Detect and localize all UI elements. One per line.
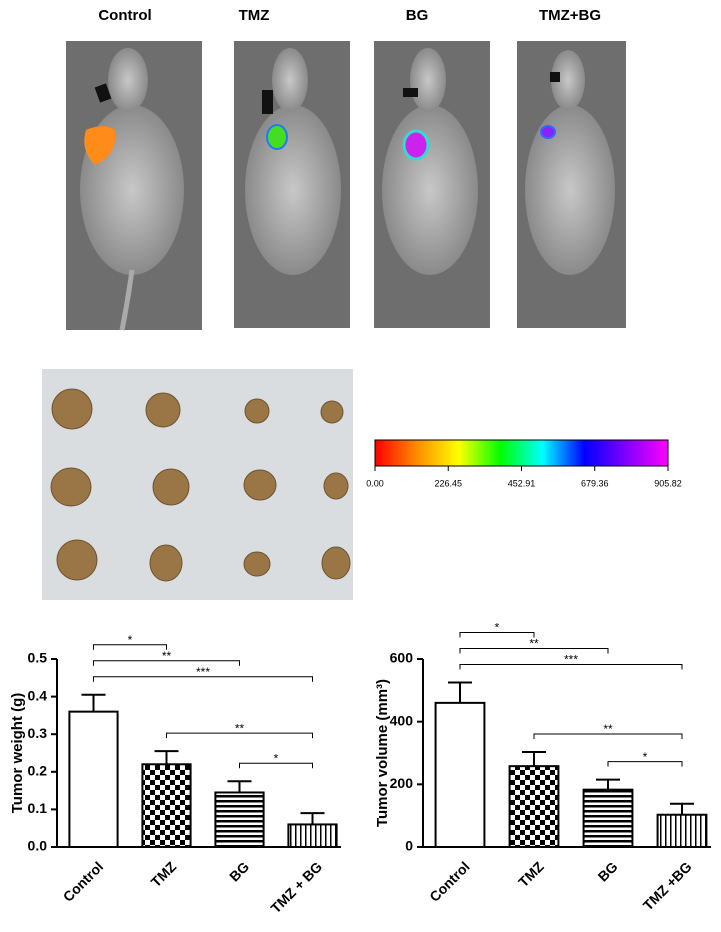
y-axis-label: Tumor volume (mm³)	[374, 679, 391, 827]
colorbar-tick-label: 679.36	[581, 478, 609, 488]
x-tick-label: TMZ	[515, 858, 547, 890]
significance-bracket	[459, 632, 535, 638]
x-tick-label: Control	[60, 858, 107, 905]
significance-label: *	[128, 633, 133, 647]
bar	[582, 788, 634, 848]
significance-label: ***	[196, 665, 210, 679]
bar	[434, 701, 486, 848]
y-tick-label: 0.0	[28, 838, 48, 854]
y-tick-label: 600	[390, 650, 414, 666]
significance-bracket	[607, 761, 683, 767]
significance-bracket	[93, 644, 167, 650]
y-tick-label: 0.3	[28, 725, 48, 741]
panel-label: BG	[406, 7, 429, 24]
colorbar-tick-label: 226.45	[434, 478, 462, 488]
y-tick-label: 0	[405, 838, 413, 854]
y-tick-label: 0.5	[28, 650, 48, 666]
mouse-image	[517, 41, 626, 328]
bar	[68, 710, 119, 849]
y-tick-label: 200	[390, 775, 414, 791]
bar	[287, 823, 338, 849]
x-tick-label: TMZ +BG	[640, 858, 695, 913]
x-tick-label: TMZ + BG	[267, 858, 325, 916]
significance-label: **	[162, 649, 172, 663]
significance-bracket	[166, 732, 313, 739]
colorbar	[374, 439, 669, 467]
significance-bracket	[93, 660, 240, 666]
bar	[656, 813, 708, 849]
significance-label: *	[495, 621, 500, 635]
bar	[141, 763, 192, 849]
significance-bracket	[93, 676, 313, 682]
significance-bracket	[239, 762, 313, 769]
colorbar-tick-label: 0.00	[366, 478, 384, 488]
x-tick-label: BG	[595, 858, 621, 884]
panel-label: TMZ+BG	[539, 7, 601, 24]
significance-label: **	[603, 722, 613, 736]
significance-bracket	[459, 648, 609, 654]
bar	[214, 791, 265, 848]
tumor-photo	[42, 369, 353, 600]
bar	[508, 765, 560, 848]
y-tick-label: 0.4	[28, 687, 48, 703]
panel-label: Control	[98, 7, 151, 24]
colorbar-tick-label: 905.82	[654, 478, 682, 488]
mouse-images	[66, 41, 626, 331]
x-tick-label: Control	[426, 858, 473, 905]
x-tick-label: BG	[226, 858, 252, 884]
y-axis-label: Tumor weight (g)	[9, 693, 26, 814]
mouse-image	[374, 41, 490, 328]
panel-label: TMZ	[239, 7, 270, 24]
x-tick-label: TMZ	[148, 858, 180, 890]
mouse-image	[66, 41, 202, 331]
mouse-image	[234, 41, 350, 328]
significance-bracket	[533, 733, 683, 740]
significance-label: *	[643, 750, 648, 764]
y-tick-label: 0.1	[28, 800, 48, 816]
significance-label: **	[529, 637, 539, 651]
significance-label: ***	[564, 653, 578, 667]
significance-bracket	[459, 664, 683, 670]
y-tick-label: 400	[390, 712, 414, 728]
significance-label: *	[274, 751, 279, 765]
significance-label: **	[235, 721, 245, 735]
y-tick-label: 0.2	[28, 763, 48, 779]
colorbar-tick-label: 452.91	[508, 478, 536, 488]
